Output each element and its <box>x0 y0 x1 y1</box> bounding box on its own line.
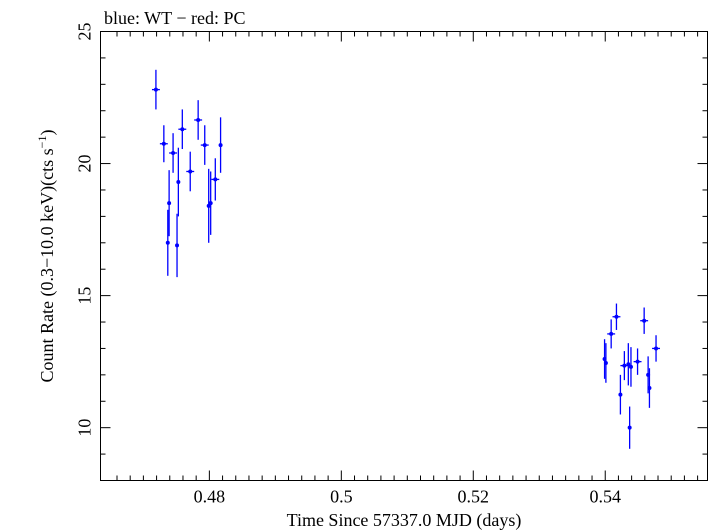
data-point <box>175 213 180 278</box>
data-marker <box>171 150 176 155</box>
y-tick-label: 20 <box>75 155 95 173</box>
data-point <box>626 343 631 386</box>
data-point <box>176 147 181 217</box>
x-tick-label: 0.54 <box>589 487 621 507</box>
data-point <box>612 303 621 330</box>
data-marker <box>175 243 180 248</box>
data-marker <box>628 364 633 369</box>
data-marker <box>202 143 207 148</box>
data-marker <box>614 314 619 319</box>
data-marker <box>647 386 652 391</box>
data-point <box>652 335 660 362</box>
data-marker <box>635 359 640 364</box>
y-axis: 10 15 20 25 <box>75 23 708 481</box>
data-series <box>151 69 660 449</box>
data-point <box>167 170 172 237</box>
data-marker <box>176 180 181 185</box>
data-marker <box>609 331 614 336</box>
x-tick-label: 0.48 <box>194 487 226 507</box>
data-marker <box>196 117 201 122</box>
y-axis-label: Count Rate (0.3−10.0 keV)(cts s−1) <box>35 130 58 383</box>
data-point <box>169 133 178 173</box>
data-marker <box>213 177 218 182</box>
chart-title: blue: WT − red: PC <box>104 8 245 28</box>
data-point <box>200 125 209 165</box>
data-marker <box>654 346 659 351</box>
data-point <box>647 368 652 408</box>
data-point <box>194 100 203 140</box>
data-point <box>159 125 168 163</box>
data-marker <box>618 392 623 397</box>
y-axis-label-close: ) <box>37 130 58 136</box>
data-point <box>178 109 187 150</box>
data-marker <box>167 201 172 206</box>
data-marker <box>218 143 223 148</box>
plot-frame <box>100 31 708 481</box>
y-tick-label: 25 <box>75 23 95 41</box>
data-point <box>186 151 195 192</box>
data-point <box>218 117 223 173</box>
data-marker <box>180 127 185 132</box>
data-marker <box>208 201 213 206</box>
data-point <box>151 69 160 110</box>
y-tick-label: 15 <box>75 287 95 305</box>
data-marker <box>161 141 166 146</box>
data-marker <box>188 169 193 174</box>
data-point <box>607 319 616 349</box>
y-axis-label-main: Count Rate (0.3−10.0 keV)(cts s <box>37 148 58 382</box>
data-point <box>208 171 213 235</box>
y-tick-label: 10 <box>75 419 95 437</box>
data-marker <box>642 318 647 323</box>
data-point <box>618 374 623 415</box>
x-tick-label: 0.5 <box>330 487 353 507</box>
data-marker <box>627 425 632 430</box>
data-point <box>603 343 608 383</box>
data-marker <box>603 360 608 365</box>
data-point <box>640 307 649 334</box>
data-marker <box>626 362 631 367</box>
x-tick-label: 0.52 <box>458 487 490 507</box>
data-marker <box>165 240 170 245</box>
data-point <box>165 209 170 276</box>
data-marker <box>153 87 158 92</box>
data-point <box>627 406 632 449</box>
data-marker <box>622 363 627 368</box>
x-axis-label: Time Since 57337.0 MJD (days) <box>287 510 522 531</box>
x-axis: 0.48 0.5 0.52 0.54 <box>116 31 699 507</box>
data-point <box>633 348 642 375</box>
y-axis-label-exponent: −1 <box>35 136 49 149</box>
data-point <box>628 347 633 387</box>
data-point <box>211 158 220 201</box>
